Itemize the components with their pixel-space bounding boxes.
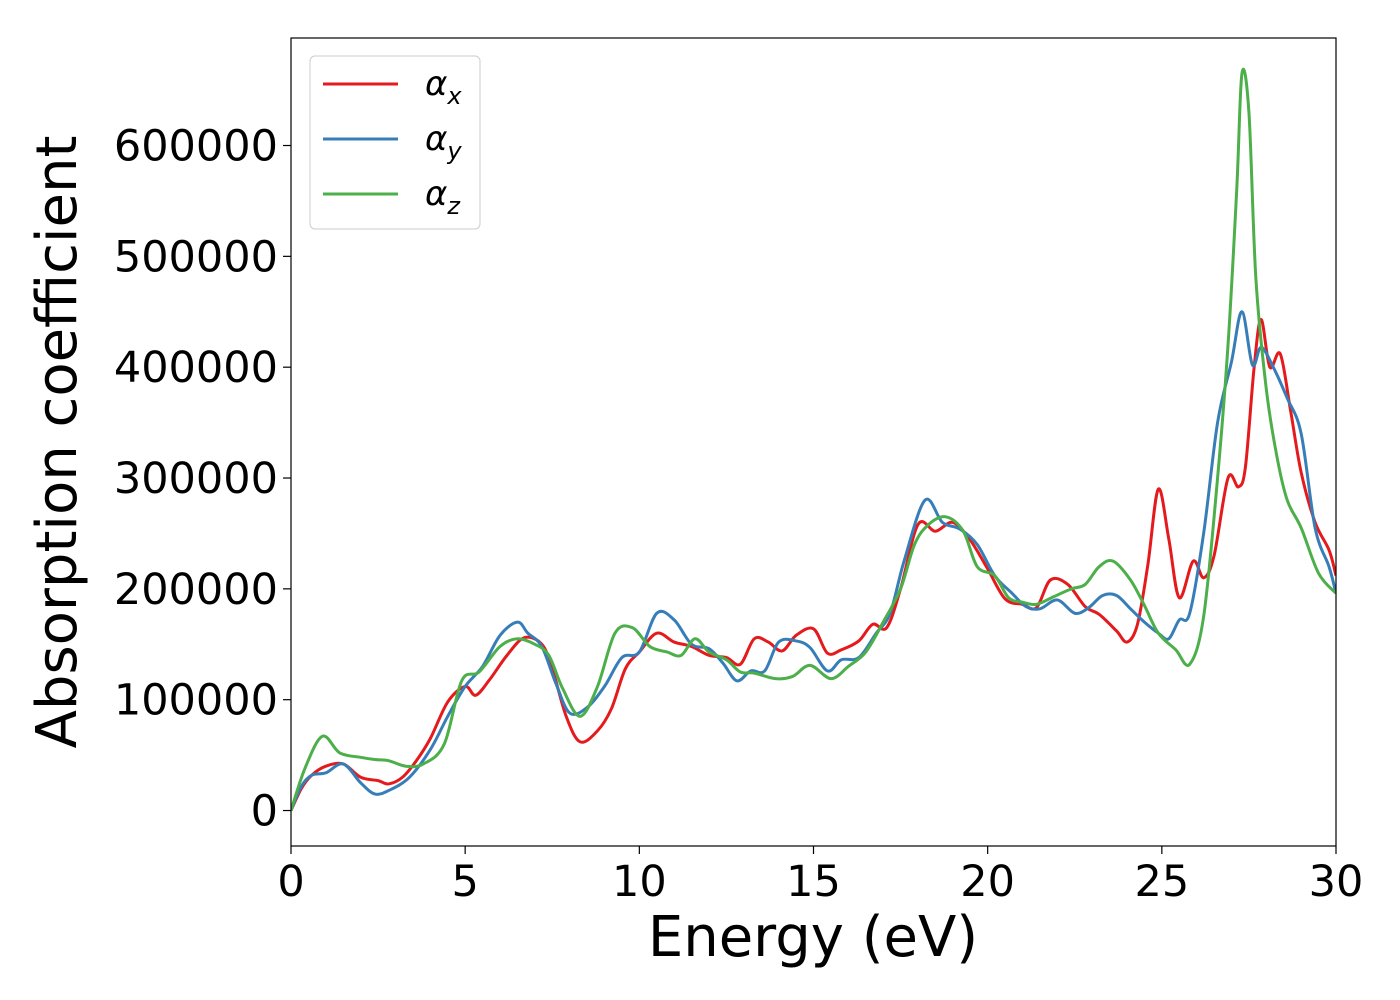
y-axis-ticks: 0 100000 200000 300000 400000 500000 600000 [114,122,291,837]
x-tick-label: 10 [612,857,667,907]
legend-box [309,55,481,230]
y-axis-label: Absorption coefficient [25,136,90,749]
y-tick-label: 300000 [114,454,278,504]
y-tick-label: 100000 [114,676,278,726]
series-layer [291,67,1336,812]
x-tick-label: 30 [1309,857,1364,907]
x-tick-label: 25 [1134,857,1189,907]
y-tick-label: 200000 [114,565,278,615]
legend-label-y: αy [425,119,462,165]
x-axis-label: Energy (eV) [648,905,978,970]
y-tick-label: 0 [251,787,278,837]
x-tick-label: 15 [786,857,841,907]
legend-label-x: αx [425,64,462,110]
series-line-z [291,67,1336,812]
series-line-x [291,318,1336,812]
x-axis-ticks: 0 5 10 15 20 25 30 [277,846,1363,907]
x-tick-label: 0 [277,857,304,907]
y-tick-label: 500000 [114,232,278,282]
y-tick-label: 400000 [114,343,278,393]
x-tick-label: 20 [960,857,1015,907]
y-tick-label: 600000 [114,122,278,172]
x-tick-label: 5 [451,857,478,907]
legend: αx αy αz [309,55,481,230]
legend-label-z: αz [425,174,461,220]
